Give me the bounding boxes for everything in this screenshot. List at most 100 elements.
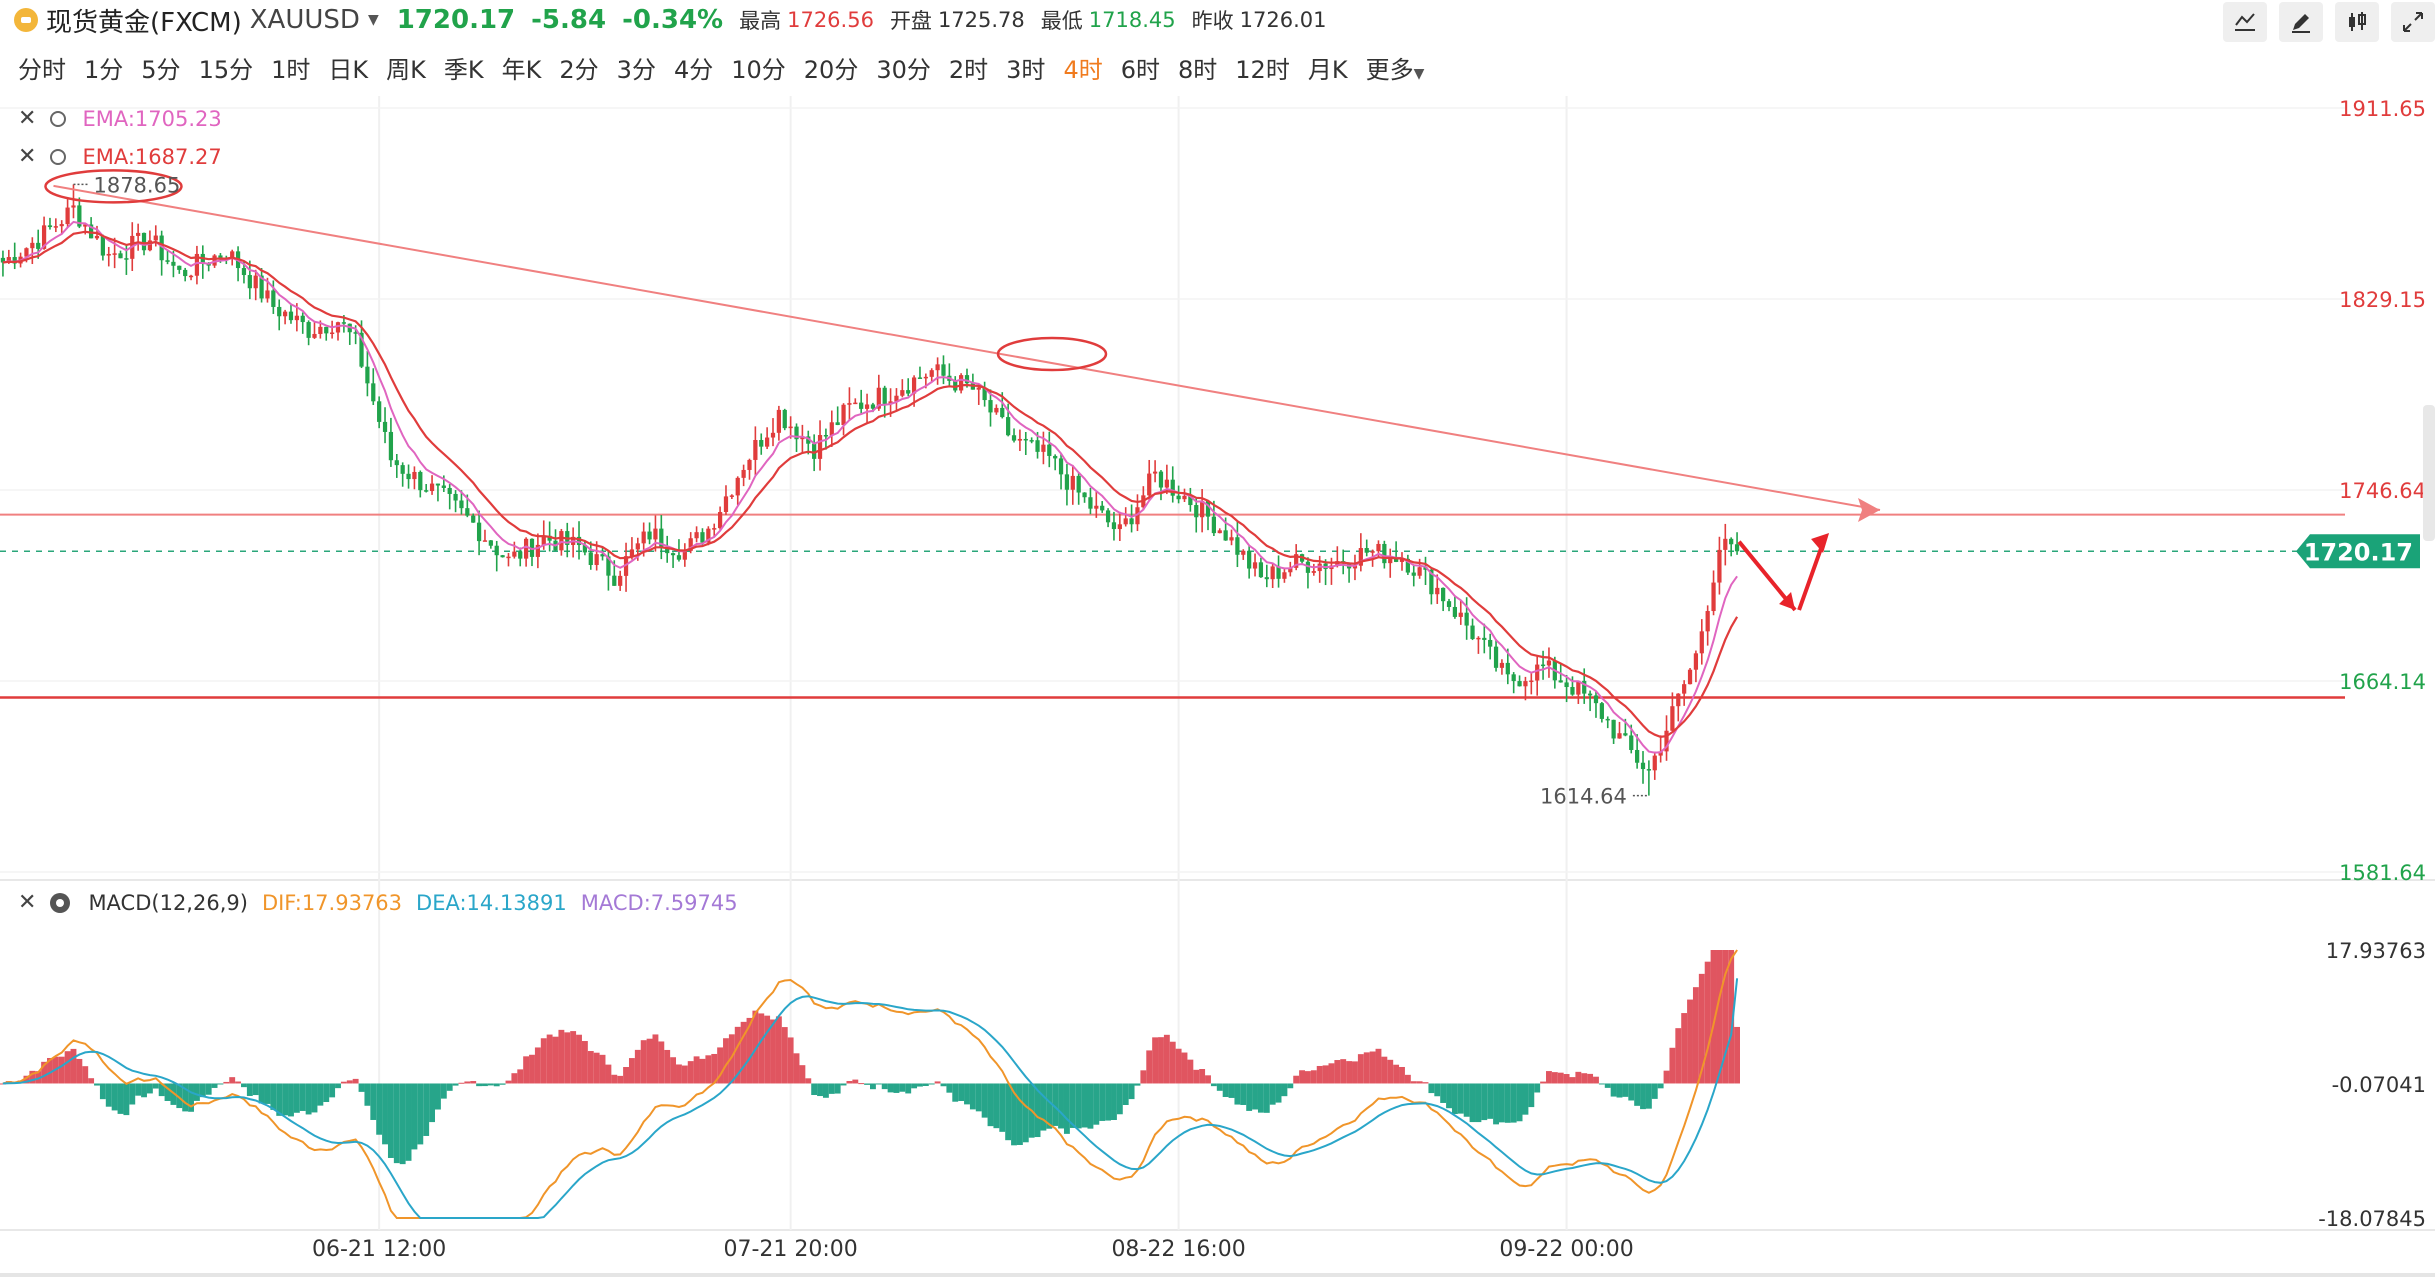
candle-body [1646,769,1652,771]
symbol-name[interactable]: 现货黄金(FXCM) [46,7,242,38]
period-tab-7[interactable]: 季K [443,56,484,84]
candle-body [1241,550,1246,555]
ema-legend-slow: ✕ EMA:1687.27 [18,144,222,169]
period-tab-11[interactable]: 4分 [673,56,714,84]
candle-body [559,531,564,551]
candle-body [1699,631,1704,654]
candle-body [823,435,829,437]
candle-body [159,235,164,261]
period-tab-4[interactable]: 1时 [271,56,311,84]
trend-line-icon[interactable] [2223,2,2267,42]
period-tab-12[interactable]: 10分 [731,56,786,84]
period-tab-5[interactable]: 日K [328,56,369,84]
candle-body [218,255,223,258]
macd-histogram-bar [999,1083,1006,1132]
period-tab-2[interactable]: 5分 [141,56,181,84]
macd-histogram-bar [1698,973,1705,1084]
macd-histogram-bar [1604,1083,1611,1088]
macd-histogram-bar [634,1049,641,1084]
macd-histogram-bar [288,1083,294,1117]
ema-fast-line [2,220,1738,754]
macd-histogram-bar [205,1083,212,1095]
macd-histogram-bar [1005,1083,1012,1141]
macd-dif-line [2,949,1738,1219]
macd-histogram-bar [975,1083,982,1112]
candle-body [1182,495,1187,500]
macd-histogram-bar [1116,1083,1123,1115]
macd-histogram-bar [952,1083,959,1102]
candle-body [171,261,176,266]
expand-icon[interactable] [2391,2,2435,42]
period-tab-1[interactable]: 1分 [84,56,124,84]
period-tab-9[interactable]: 2分 [559,56,599,84]
open-label: 开盘 [889,9,932,33]
candle-body [876,387,881,409]
candle-body [1164,479,1169,488]
settings-icon[interactable] [50,148,67,165]
period-tab-18[interactable]: 6时 [1120,56,1160,84]
close-icon[interactable]: ✕ [18,890,37,915]
macd-histogram-bar [1034,1083,1041,1138]
candle-body [0,257,6,263]
candle-body [953,380,958,391]
price-chart[interactable]: 06-21 12:00 07-21 20:00 08-22 16:00 09-22 0… [0,96,2435,1277]
period-tab-0[interactable]: 分时 [18,56,66,84]
macd-histogram-bar [376,1083,383,1135]
candle-body [1223,530,1228,541]
candle-body [1352,565,1358,569]
period-tab-21[interactable]: 月K [1307,56,1348,84]
macd-histogram-bar [1692,987,1699,1084]
candle-body [917,377,923,379]
macd-histogram-bar [623,1067,629,1084]
macd-histogram-bar [1175,1048,1182,1084]
candle-body [1376,543,1381,552]
candle-body [1582,680,1587,694]
macd-histogram-bar [1463,1083,1470,1117]
candle-type-icon[interactable] [2335,2,2379,42]
symbol-bar: 现货黄金(FXCM) XAUUSD ▼ 1720.17 -5.84 -0.34%… [14,2,1326,38]
gear-icon[interactable] [50,892,71,913]
period-tab-8[interactable]: 年K [501,56,542,84]
period-tab-17[interactable]: 4时 [1063,56,1103,84]
macd-histogram-bar [270,1083,277,1110]
close-icon[interactable]: ✕ [18,106,37,131]
macd-histogram-bar [1587,1073,1594,1084]
period-tab-13[interactable]: 20分 [803,56,859,84]
macd-histogram-bar [1640,1083,1646,1110]
chevron-down-icon[interactable]: ▼ [1413,66,1425,82]
macd-histogram-bar [76,1058,83,1084]
candle-body [676,555,682,560]
macd-histogram-bar [640,1040,647,1084]
pencil-icon[interactable] [2279,2,2323,42]
candle-body [94,235,100,239]
chevron-down-icon[interactable]: ▼ [367,12,379,28]
ema-slow-line [2,230,1739,739]
scroll-handle[interactable] [2423,405,2435,541]
macd-histogram-bar [887,1083,894,1093]
period-tab-6[interactable]: 周K [386,56,426,84]
close-icon[interactable]: ✕ [18,144,37,169]
candle-body [100,235,105,256]
candle-body [776,409,782,433]
macd-histogram-bar [670,1057,677,1084]
period-more[interactable]: 更多▼ [1365,56,1425,84]
period-tab-20[interactable]: 12时 [1235,56,1290,84]
macd-histogram-bar [1146,1050,1153,1084]
macd-histogram-bar [1158,1037,1164,1084]
period-tab-15[interactable]: 2时 [948,56,989,84]
candle-body [1076,475,1081,493]
candle-body [1064,474,1070,490]
period-tab-19[interactable]: 8时 [1178,56,1218,84]
macd-histogram-bar [1375,1048,1382,1084]
macd-histogram-bar [875,1083,882,1085]
candle-body [1082,492,1087,498]
macd-histogram-bar [1222,1083,1229,1097]
macd-histogram-bar [846,1081,853,1084]
settings-icon[interactable] [50,110,67,127]
period-tab-16[interactable]: 3时 [1006,56,1046,84]
period-tab-3[interactable]: 15分 [198,56,254,84]
period-tab-10[interactable]: 3分 [616,56,656,84]
period-tab-14[interactable]: 30分 [876,56,931,84]
macd-histogram-bar [1404,1074,1411,1084]
symbol-code[interactable]: XAUUSD [249,5,360,35]
